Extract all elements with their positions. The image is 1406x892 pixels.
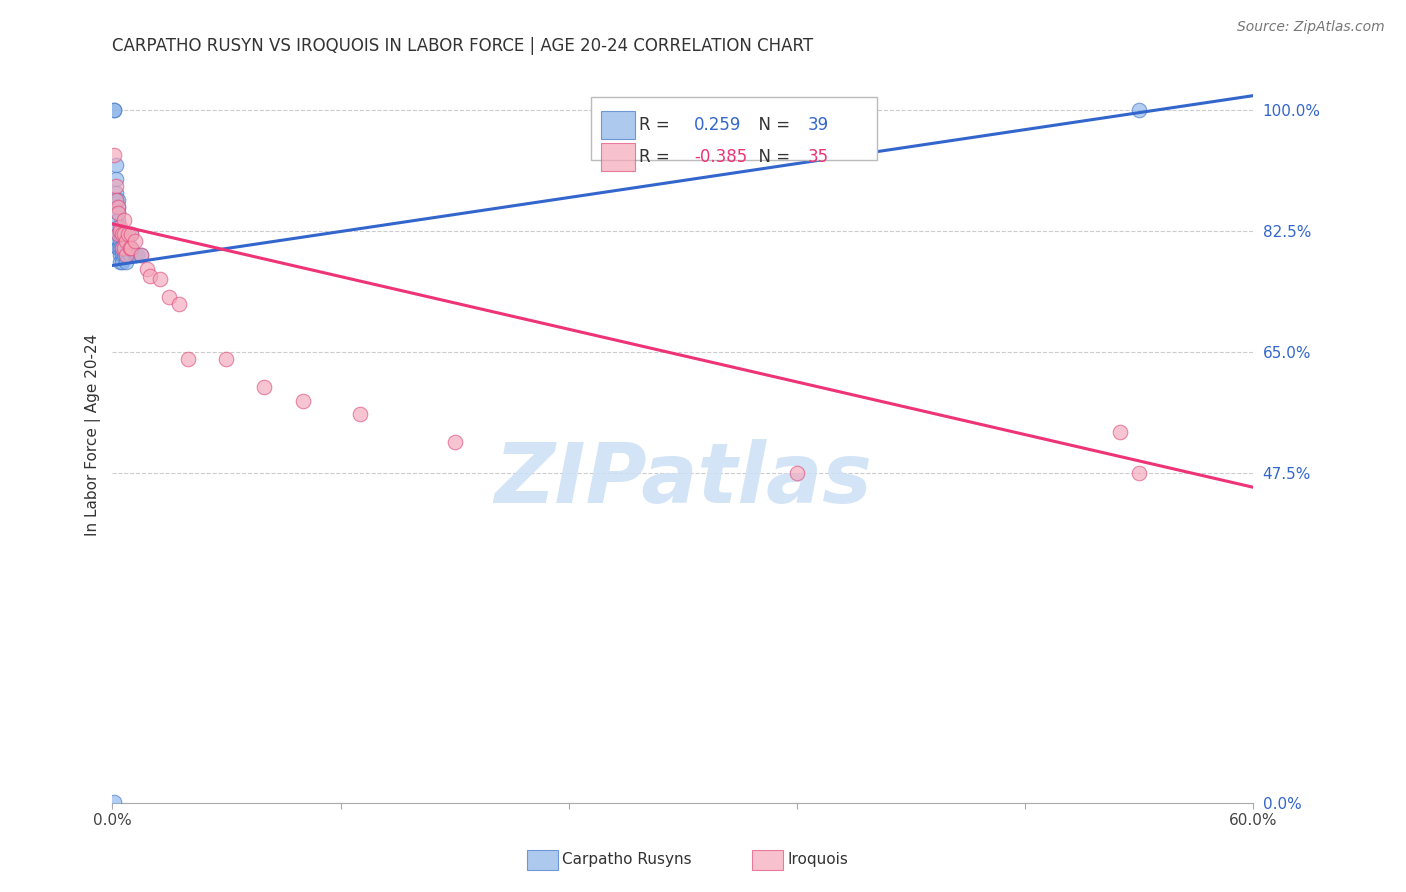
- FancyBboxPatch shape: [592, 97, 876, 160]
- Point: [105, 171, 128, 186]
- Point: [103, 147, 125, 161]
- Point: [107, 241, 129, 255]
- Point: [112, 227, 135, 242]
- Text: N =: N =: [748, 148, 794, 166]
- Text: 39: 39: [808, 116, 830, 134]
- Point: [107, 193, 129, 207]
- Point: [108, 255, 131, 269]
- Point: [120, 227, 142, 242]
- Point: [103, 103, 125, 117]
- Point: [120, 227, 142, 242]
- Point: [114, 248, 136, 262]
- Point: [107, 200, 129, 214]
- Point: [112, 248, 135, 262]
- Point: [108, 248, 131, 262]
- Text: Source: ZipAtlas.com: Source: ZipAtlas.com: [1237, 20, 1385, 34]
- Point: [112, 213, 135, 227]
- Point: [107, 206, 129, 220]
- Point: [105, 178, 128, 193]
- Point: [112, 241, 135, 255]
- Point: [107, 220, 129, 235]
- Text: CARPATHO RUSYN VS IROQUOIS IN LABOR FORCE | AGE 20-24 CORRELATION CHART: CARPATHO RUSYN VS IROQUOIS IN LABOR FORC…: [112, 37, 814, 55]
- Point: [349, 408, 371, 422]
- Point: [108, 227, 131, 242]
- Text: 35: 35: [808, 148, 830, 166]
- Point: [114, 248, 136, 262]
- Point: [291, 393, 314, 408]
- Point: [111, 224, 134, 238]
- Point: [107, 213, 129, 227]
- Text: R =: R =: [640, 148, 675, 166]
- Text: Carpatho Rusyns: Carpatho Rusyns: [562, 853, 692, 867]
- Point: [105, 158, 128, 172]
- Text: ZIPatlas: ZIPatlas: [494, 439, 872, 520]
- Point: [105, 193, 128, 207]
- Point: [124, 234, 146, 248]
- Point: [107, 227, 129, 242]
- Point: [159, 290, 181, 304]
- Point: [253, 380, 276, 394]
- Point: [149, 272, 172, 286]
- Point: [108, 234, 131, 248]
- Point: [103, 795, 125, 809]
- Point: [215, 351, 238, 366]
- Point: [1128, 103, 1150, 117]
- Point: [111, 248, 134, 262]
- Point: [1128, 467, 1150, 481]
- Point: [114, 234, 136, 248]
- Point: [108, 241, 131, 255]
- Point: [127, 248, 149, 262]
- Point: [108, 227, 131, 242]
- Point: [112, 241, 135, 255]
- Point: [139, 268, 162, 283]
- FancyBboxPatch shape: [600, 144, 634, 171]
- Point: [117, 241, 139, 255]
- Point: [103, 103, 125, 117]
- Point: [108, 220, 131, 235]
- Point: [107, 206, 129, 220]
- Point: [111, 241, 134, 255]
- Point: [105, 193, 128, 207]
- Point: [129, 248, 152, 262]
- Point: [107, 227, 129, 242]
- Point: [167, 296, 190, 310]
- Point: [129, 248, 152, 262]
- FancyBboxPatch shape: [600, 111, 634, 139]
- Point: [118, 248, 141, 262]
- Point: [111, 241, 134, 255]
- Y-axis label: In Labor Force | Age 20-24: In Labor Force | Age 20-24: [86, 334, 101, 536]
- Point: [111, 255, 134, 269]
- Point: [1109, 425, 1132, 439]
- Point: [443, 435, 465, 450]
- Point: [107, 234, 129, 248]
- Point: [786, 467, 808, 481]
- Point: [108, 224, 131, 238]
- Point: [118, 241, 141, 255]
- Point: [107, 241, 129, 255]
- Point: [111, 227, 134, 242]
- Text: R =: R =: [640, 116, 675, 134]
- Point: [107, 200, 129, 214]
- Point: [120, 241, 142, 255]
- Point: [114, 255, 136, 269]
- Text: -0.385: -0.385: [695, 148, 748, 166]
- Text: 0.259: 0.259: [695, 116, 741, 134]
- Point: [124, 248, 146, 262]
- Point: [111, 227, 134, 242]
- Point: [177, 351, 200, 366]
- Point: [135, 261, 157, 276]
- Text: N =: N =: [748, 116, 794, 134]
- Point: [117, 227, 139, 242]
- Text: Iroquois: Iroquois: [787, 853, 848, 867]
- Point: [105, 186, 128, 200]
- Point: [120, 241, 142, 255]
